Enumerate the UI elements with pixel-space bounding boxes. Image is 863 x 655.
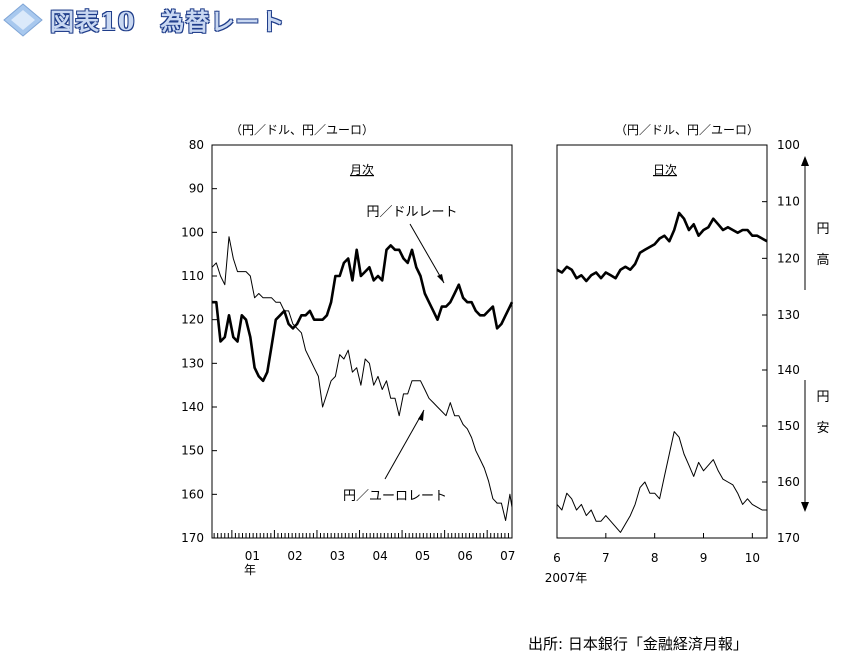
monthly-panel: （円／ドル、円／ユーロ） 月次 80 90 100 110 120 130 140 150 16…: [181, 123, 515, 577]
source-note: 出所: 日本銀行「金融経済月報」: [528, 635, 748, 653]
daily-x-tick-label: 8: [651, 551, 659, 565]
usd-monthly-line: [212, 244, 514, 383]
daily-panel: （円／ドル、円／ユーロ） 日次 100 110 120 130 140 150 160 170…: [545, 123, 830, 585]
annotation-eur: 円／ユーロレート: [343, 489, 447, 504]
monthly-y-tick-label: 170: [181, 531, 204, 545]
monthly-y-tick-label: 100: [181, 225, 204, 239]
strong-yen-arrowhead: [801, 156, 809, 166]
usd-daily-line: [556, 211, 768, 283]
daily-x-unit: 2007年: [545, 571, 588, 585]
monthly-y-tick-label: 80: [189, 138, 204, 152]
title-bar: 図表10 為替レート: [0, 0, 300, 40]
monthly-x-tick-label: 02: [287, 549, 302, 563]
monthly-y-tick-label: 90: [189, 182, 204, 196]
daily-x-axis: 6 7 8 9 10: [553, 533, 760, 565]
weak-yen-label: 円安: [816, 390, 829, 436]
side-label-char: 高: [816, 252, 829, 268]
monthly-y-tick-label: 130: [181, 356, 204, 370]
monthly-y-tick-label: 150: [181, 444, 204, 458]
monthly-unit-label: （円／ドル、円／ユーロ）: [230, 123, 374, 137]
monthly-series: [211, 236, 514, 521]
monthly-x-tick-label: 07: [500, 549, 515, 563]
daily-bottom-y-tick-label: 170: [777, 531, 800, 545]
annotation-usd: 円／ドルレート: [366, 205, 457, 220]
monthly-y-axis: 80 90 100 110 120 130 140 150 160 170: [181, 138, 217, 545]
annotation-eur-arrowhead: [418, 410, 424, 421]
weak-yen-arrowhead: [801, 502, 809, 512]
annotation-eur-arrow: [384, 409, 425, 480]
monthly-plot-frame: [211, 144, 513, 539]
monthly-x-tick-label: 03: [330, 549, 345, 563]
daily-top-y-tick-label: 120: [777, 251, 800, 265]
daily-unit-label: （円／ドル、円／ユーロ）: [615, 123, 759, 137]
monthly-y-tick-label: 120: [181, 313, 204, 327]
monthly-y-tick-label: 160: [181, 487, 204, 501]
daily-x-tick-label: 6: [553, 551, 561, 565]
side-label-char: 安: [816, 421, 829, 436]
annotation-usd-arrowhead: [437, 274, 444, 283]
figure-title: 図表10 為替レート: [50, 7, 286, 36]
monthly-x-tick-label: 06: [458, 549, 473, 563]
daily-top-y-tick-label: 100: [777, 138, 800, 152]
strong-yen-label: 円高: [816, 222, 829, 268]
daily-bottom-y-tick-label: 160: [777, 475, 800, 489]
monthly-x-axis: 01 02 03 04 05 06 07: [213, 530, 515, 563]
daily-bottom-y-tick-label: 150: [777, 419, 800, 433]
monthly-panel-title: 月次: [350, 163, 374, 177]
side-label-char: 円: [816, 390, 829, 405]
eur-monthly-line: [211, 236, 513, 521]
daily-top-y-tick-label: 130: [777, 308, 800, 322]
monthly-x-tick-label: 05: [415, 549, 430, 563]
daily-panel-title: 日次: [653, 163, 677, 177]
side-label-char: 円: [816, 222, 829, 237]
daily-plot-frame: [556, 144, 768, 539]
monthly-x-tick-label: 04: [372, 549, 387, 563]
annotation-usd-arrow: [409, 223, 445, 284]
daily-top-y-tick-label: 110: [777, 195, 800, 209]
daily-x-tick-label: 7: [602, 551, 610, 565]
eur-daily-line: [556, 431, 767, 533]
monthly-y-tick-label: 140: [181, 400, 204, 414]
monthly-x-unit: 年: [244, 563, 256, 577]
monthly-y-tick-label: 110: [181, 269, 204, 283]
daily-x-tick-label: 9: [700, 551, 708, 565]
monthly-x-tick-label: 01: [245, 549, 260, 563]
daily-x-tick-label: 10: [745, 551, 760, 565]
diamond-icon: [3, 3, 43, 37]
daily-y-axis: 100 110 120 130 140 150 160 170: [762, 138, 800, 545]
daily-bottom-y-tick-label: 140: [777, 363, 800, 377]
daily-series: [556, 211, 768, 533]
